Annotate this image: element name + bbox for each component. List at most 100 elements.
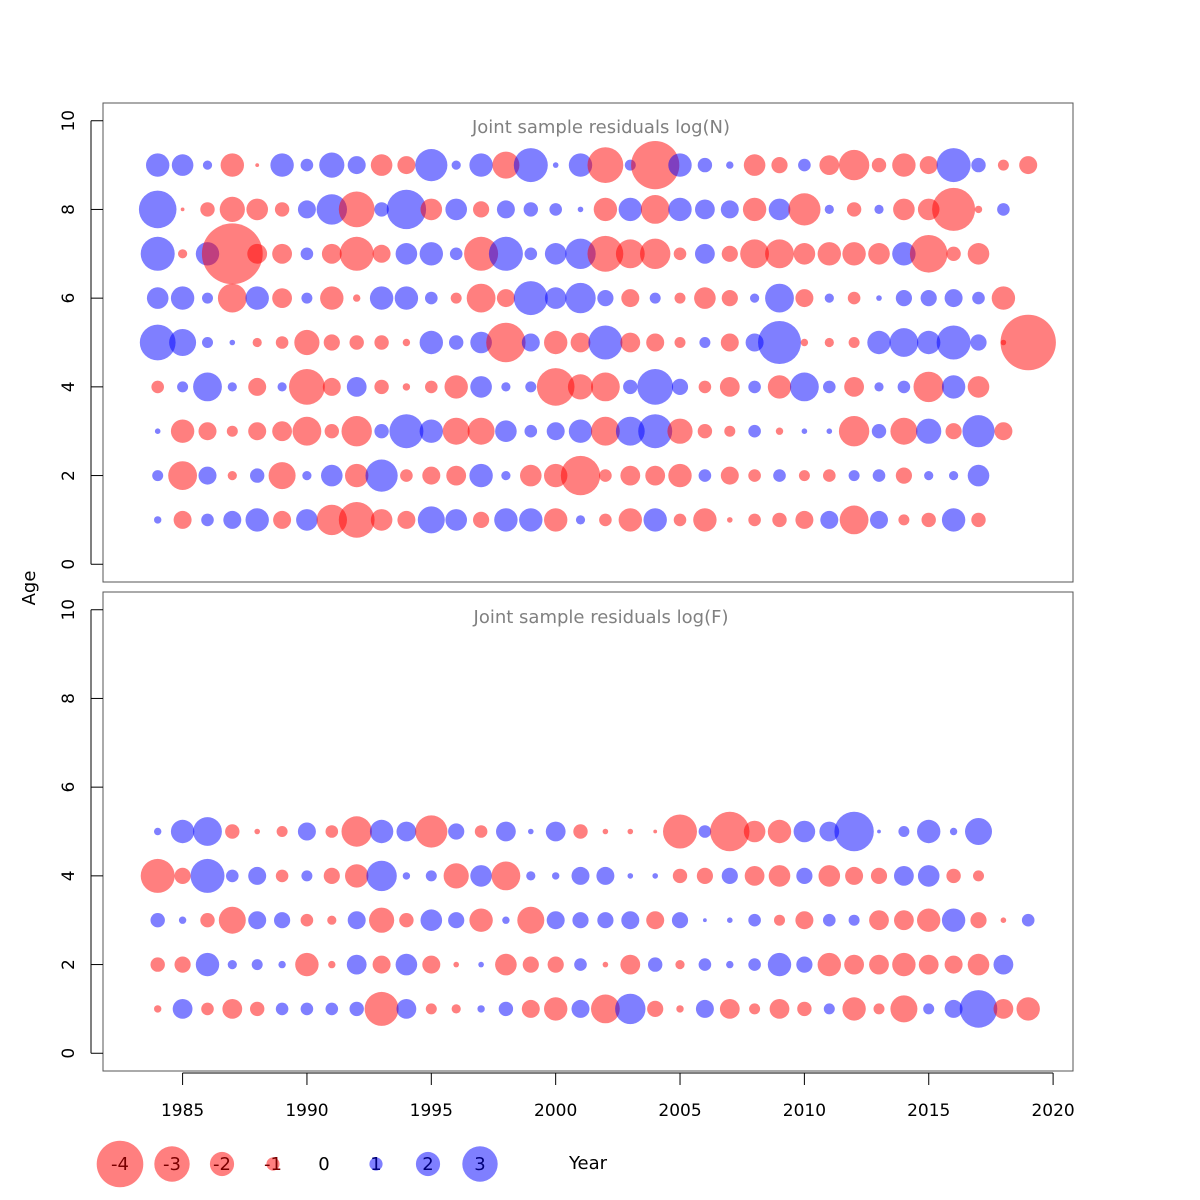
x-tick-label: 2005 xyxy=(658,1101,701,1121)
residual-bubble xyxy=(544,508,568,532)
residual-bubble xyxy=(347,911,366,930)
residual-bubble xyxy=(246,198,268,221)
residual-bubble xyxy=(552,872,560,880)
residual-bubble xyxy=(944,289,963,308)
residual-bubble xyxy=(301,292,313,304)
residual-bubble xyxy=(819,155,840,176)
residual-bubble xyxy=(229,339,236,346)
y-tick-label: 4 xyxy=(59,381,79,392)
residual-bubble xyxy=(519,508,543,532)
residual-bubble xyxy=(193,372,222,402)
residual-bubble xyxy=(300,1002,314,1016)
residual-bubble xyxy=(154,516,162,524)
residual-bubble xyxy=(844,954,864,975)
y-axis-title: Age xyxy=(19,571,40,606)
residual-bubble xyxy=(445,509,468,531)
residual-bubble xyxy=(473,201,490,218)
residual-bubble xyxy=(898,826,910,837)
residual-bubble xyxy=(767,952,792,977)
residual-bubble xyxy=(526,871,536,881)
residual-bubble xyxy=(638,414,673,449)
residual-bubble xyxy=(217,283,247,313)
residual-bubble xyxy=(798,470,810,482)
residual-bubble xyxy=(991,286,1016,310)
residual-bubble xyxy=(870,510,888,529)
residual-bubble xyxy=(198,422,217,441)
residual-bubble xyxy=(139,324,176,361)
residual-bubble xyxy=(847,291,861,305)
residual-bubble xyxy=(138,190,177,229)
residual-bubble xyxy=(819,821,840,842)
residual-bubble xyxy=(726,960,734,969)
residual-bubble xyxy=(248,911,267,930)
residual-bubble xyxy=(693,508,717,532)
residual-bubble xyxy=(365,459,398,492)
residual-bubble xyxy=(591,416,620,446)
residual-bubble xyxy=(997,159,1009,171)
residual-bubble xyxy=(898,514,910,526)
residual-bubble xyxy=(867,330,891,355)
residual-bubble xyxy=(328,960,336,969)
residual-bubble xyxy=(748,424,761,438)
residual-bubble xyxy=(698,380,712,394)
residual-bubble xyxy=(324,424,339,439)
residual-bubble xyxy=(965,818,992,845)
residual-bubble xyxy=(627,873,634,879)
panel-frame xyxy=(102,591,1074,1072)
residual-bubble xyxy=(869,910,889,931)
residual-bubble xyxy=(422,955,441,974)
residual-bubble xyxy=(698,469,712,482)
residual-bubble xyxy=(621,289,640,308)
residual-bubble xyxy=(227,471,237,481)
residual-bubble xyxy=(323,867,340,885)
residual-bubble xyxy=(170,419,195,443)
residual-bubble xyxy=(345,864,369,888)
residual-bubble xyxy=(268,462,296,490)
residual-bubble xyxy=(936,325,971,360)
residual-bubble xyxy=(568,153,593,177)
residual-bubble xyxy=(800,338,809,347)
residual-bubble xyxy=(345,463,369,488)
bubbles-log-n xyxy=(138,141,1056,538)
residual-bubble xyxy=(672,868,688,884)
y-tick-label: 2 xyxy=(59,959,79,970)
residual-bubble xyxy=(451,160,461,170)
residual-bubble xyxy=(675,960,685,970)
residual-bubble xyxy=(349,1001,364,1017)
residual-bubble xyxy=(327,915,337,925)
legend-label: 2 xyxy=(422,1154,433,1175)
residual-bubble xyxy=(796,867,813,885)
residual-bubble xyxy=(719,999,740,1019)
residual-bubble xyxy=(274,912,291,929)
residual-bubble xyxy=(448,912,465,929)
legend: -4 -3 -2 -1 0 1 2 3 xyxy=(96,1140,498,1188)
residual-bubble xyxy=(466,283,496,313)
residual-bubble xyxy=(470,376,492,398)
residual-bubble xyxy=(402,383,411,391)
residual-bubble xyxy=(668,153,692,177)
residual-bubble xyxy=(868,243,890,265)
residual-bubble xyxy=(743,820,766,843)
residual-bubble xyxy=(353,294,361,302)
residual-bubble xyxy=(919,156,938,175)
residual-bubble xyxy=(671,378,689,395)
residual-bubble xyxy=(845,866,864,885)
residual-bubble xyxy=(909,235,948,273)
y-tick-label: 0 xyxy=(59,559,79,570)
residual-bubble xyxy=(544,243,567,265)
y-tick-label: 6 xyxy=(59,293,79,304)
residual-bubble xyxy=(201,223,263,285)
residual-bubble xyxy=(549,203,562,216)
residual-bubble xyxy=(374,335,389,350)
residual-bubble xyxy=(623,379,638,395)
residual-bubble xyxy=(552,162,559,168)
residual-bubble xyxy=(277,382,287,392)
residual-bubble xyxy=(501,382,511,392)
y-axis-bottom: 0 2 4 6 8 10 xyxy=(59,599,103,1059)
residual-bubble xyxy=(513,281,548,316)
residual-bubble xyxy=(178,916,187,924)
legend-label: -2 xyxy=(213,1154,231,1175)
residual-bubble xyxy=(190,858,225,893)
residual-bubble xyxy=(488,236,523,271)
residual-bubble xyxy=(748,469,761,482)
